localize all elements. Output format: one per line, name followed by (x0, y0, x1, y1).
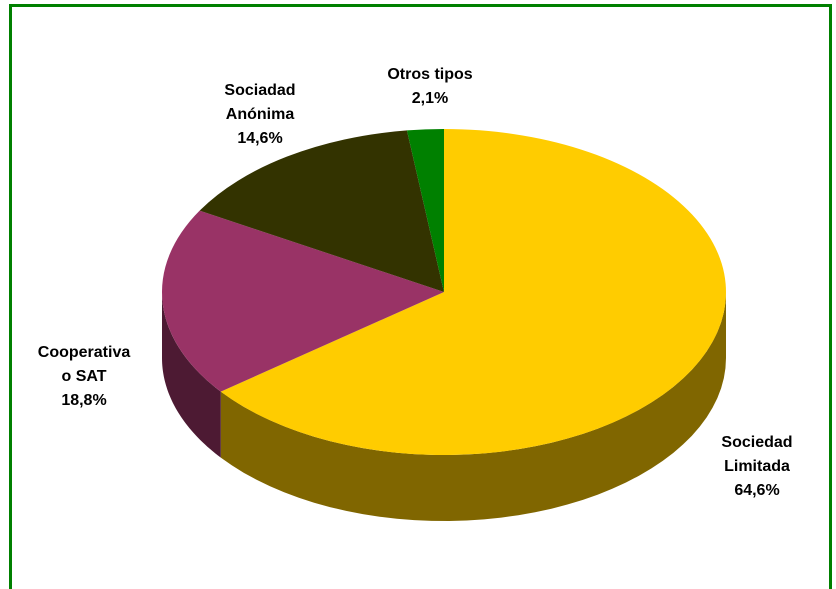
slice-sociadad-anonima (199, 130, 444, 292)
slice-value-sociadad-anonima: 14,6% (237, 130, 282, 147)
frame-right-border (829, 4, 832, 589)
slice-label-sociedad-limitada-line1: Sociedad (721, 434, 792, 451)
slice-value-otros-tipos: 2,1% (412, 90, 448, 107)
slice-side-sociedad-limitada (220, 292, 727, 521)
frame-left-border (9, 4, 12, 589)
chart-frame (9, 4, 832, 589)
slice-otros-tipos (406, 129, 444, 292)
slice-value-cooperativa: 18,8% (61, 392, 106, 409)
slice-side-cooperativa-o-sat (162, 292, 221, 458)
label-group-cooperativa: Cooperativa o SAT 18,8% (38, 344, 131, 409)
frame-top-border (9, 4, 832, 7)
label-group-otros-tipos: Otros tipos 2,1% (387, 66, 472, 107)
label-group-sociedad-limitada: Sociedad Limitada 64,6% (721, 434, 792, 499)
slice-label-sociadad-anonima-line1: Sociadad (224, 82, 295, 99)
label-group-sociadad-anonima: Sociadad Anónima 14,6% (224, 82, 295, 147)
slice-label-cooperativa-line2: o SAT (61, 368, 106, 385)
slice-label-sociadad-anonima-line2: Anónima (226, 106, 295, 123)
pie-slices (161, 129, 726, 455)
slice-label-cooperativa-line1: Cooperativa (38, 344, 131, 361)
pie-sides (162, 292, 727, 521)
slice-label-sociedad-limitada-line2: Limitada (724, 458, 790, 475)
slice-sociedad-limitada (220, 129, 726, 455)
slice-label-otros-tipos: Otros tipos (387, 66, 472, 83)
slice-value-sociedad-limitada: 64,6% (734, 482, 779, 499)
slice-cooperativa-o-sat (161, 210, 445, 392)
